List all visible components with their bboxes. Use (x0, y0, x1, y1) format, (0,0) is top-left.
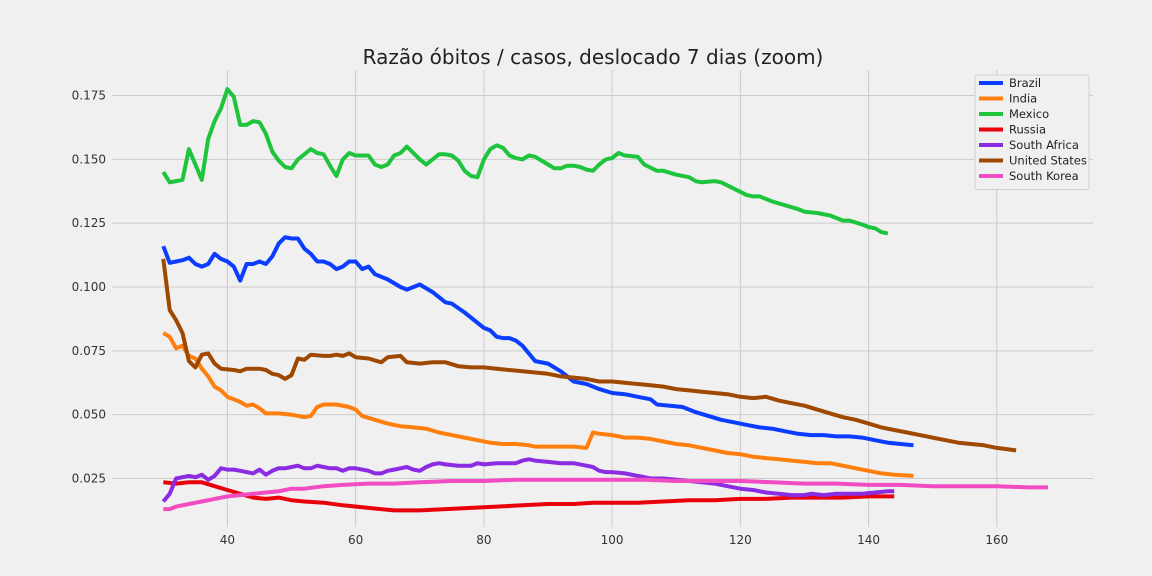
legend-box (974, 74, 1090, 190)
x-tick-label: 160 (985, 533, 1008, 547)
legend-label: Brazil (1009, 76, 1041, 90)
series-line-united-states (161, 258, 1017, 453)
series-line-south-africa (161, 457, 895, 503)
y-tick-label: 0.125 (72, 216, 106, 230)
grid (112, 70, 1093, 527)
y-tick-label: 0.025 (72, 471, 106, 485)
series-line-russia (163, 480, 895, 513)
y-tick-label: 0.150 (72, 152, 106, 166)
series-lines (161, 87, 1049, 513)
y-axis-ticks: 0.025 0.050 0.075 0.100 0.125 0.150 0.175 (72, 89, 106, 486)
x-tick-label: 80 (476, 533, 491, 547)
x-tick-label: 40 (220, 533, 235, 547)
legend-label: South Korea (1009, 169, 1079, 183)
x-axis-ticks: 40 60 80 100 120 140 160 (220, 533, 1009, 547)
plot-area (112, 70, 1093, 527)
x-tick-label: 60 (348, 533, 363, 547)
x-tick-label: 120 (729, 533, 752, 547)
chart-title: Razão óbitos / casos, deslocado 7 dias (… (363, 45, 824, 69)
y-tick-label: 0.175 (72, 89, 106, 103)
x-tick-label: 140 (857, 533, 880, 547)
legend-label: Russia (1009, 123, 1046, 137)
x-tick-label: 100 (601, 533, 624, 547)
series-line-south-korea (163, 477, 1049, 512)
legend-label: India (1009, 92, 1037, 106)
series-line-india (162, 331, 914, 478)
legend-label: United States (1009, 154, 1087, 168)
legend-label: Mexico (1009, 107, 1049, 121)
series-line-mexico (161, 87, 889, 236)
y-tick-label: 0.075 (72, 344, 106, 358)
legend-label: South Africa (1009, 138, 1079, 152)
y-tick-label: 0.050 (72, 408, 106, 422)
y-tick-label: 0.100 (72, 280, 106, 294)
series-line-brazil (161, 235, 914, 448)
